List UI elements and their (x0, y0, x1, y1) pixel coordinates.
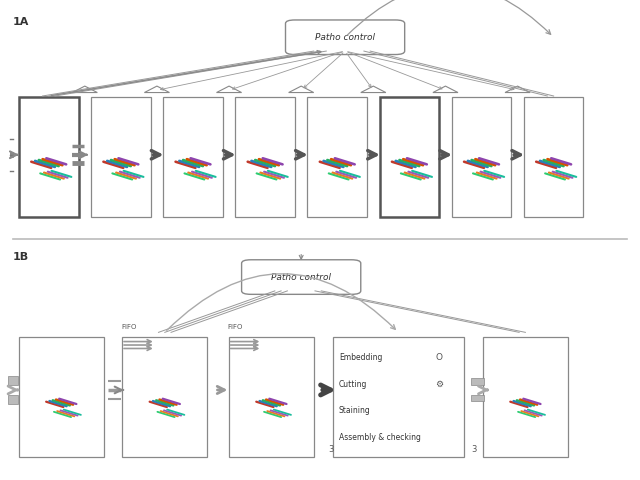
Text: FIFO: FIFO (121, 324, 136, 330)
Bar (483, 337, 568, 457)
Bar (236, 97, 295, 217)
Bar (19, 337, 104, 457)
Bar (19, 97, 79, 217)
Text: ⚙: ⚙ (435, 380, 444, 389)
Polygon shape (145, 86, 170, 93)
Text: 3: 3 (471, 445, 476, 454)
Bar (470, 378, 484, 385)
FancyBboxPatch shape (242, 260, 361, 294)
Polygon shape (505, 86, 530, 93)
Bar (333, 337, 464, 457)
Bar (229, 337, 314, 457)
Text: O: O (436, 353, 443, 362)
Polygon shape (289, 86, 314, 93)
Text: Cutting: Cutting (339, 380, 367, 389)
Text: Assembly & checking: Assembly & checking (339, 432, 420, 442)
Bar (307, 97, 367, 217)
Text: 1B: 1B (13, 252, 29, 262)
Polygon shape (72, 86, 97, 93)
Bar (524, 97, 584, 217)
Bar (452, 97, 511, 217)
Bar (91, 97, 150, 217)
Text: FIFO: FIFO (228, 324, 243, 330)
Text: 1A: 1A (13, 16, 29, 26)
Bar (380, 97, 439, 217)
Polygon shape (433, 86, 458, 93)
FancyBboxPatch shape (285, 20, 404, 55)
Bar (122, 337, 207, 457)
Bar (8, 395, 18, 404)
Polygon shape (361, 86, 386, 93)
Bar (8, 376, 18, 385)
Text: Embedding: Embedding (339, 353, 382, 362)
Text: 3: 3 (328, 445, 334, 454)
Text: Staining: Staining (339, 406, 371, 415)
Bar (163, 97, 223, 217)
Polygon shape (216, 86, 242, 93)
Text: Patho control: Patho control (315, 33, 375, 42)
Text: Patho control: Patho control (271, 273, 331, 282)
Bar (470, 395, 484, 401)
